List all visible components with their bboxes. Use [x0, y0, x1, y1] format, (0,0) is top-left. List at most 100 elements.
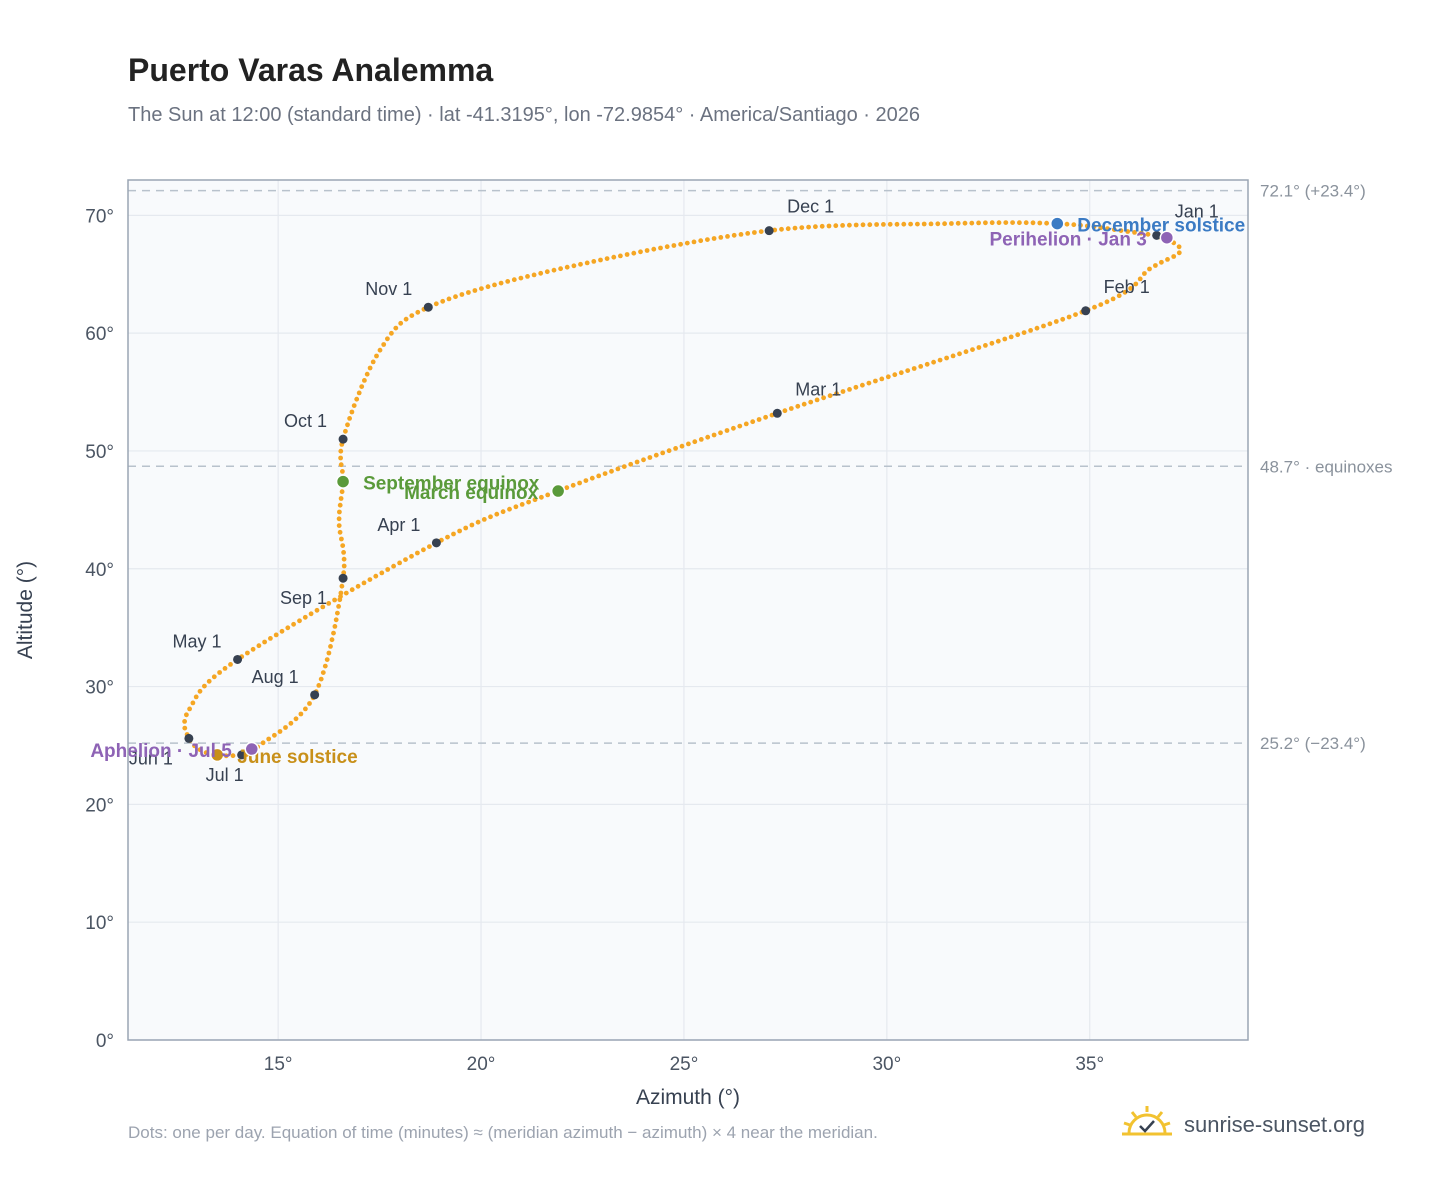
chart-title: Puerto Varas Analemma — [128, 52, 494, 88]
day-dot — [970, 347, 975, 352]
day-dot — [611, 254, 617, 260]
day-dot — [297, 618, 302, 624]
y-tick-label: 0° — [96, 1031, 114, 1052]
event-marker-label: March equinox — [404, 483, 539, 504]
day-dot — [362, 378, 367, 383]
month-marker-dot — [237, 750, 247, 760]
day-dot — [288, 720, 294, 726]
day-dot — [453, 294, 458, 300]
day-dot — [860, 222, 866, 228]
day-dot — [1071, 222, 1077, 228]
day-dot — [638, 249, 643, 255]
day-dot — [1133, 281, 1139, 287]
day-dot — [1060, 316, 1066, 322]
day-dot — [341, 556, 347, 562]
day-dot — [245, 650, 250, 656]
day-dot — [1092, 304, 1097, 310]
day-dot — [260, 740, 266, 746]
day-dot — [339, 489, 345, 495]
day-dot — [193, 694, 199, 700]
day-dot — [370, 359, 376, 365]
day-dot — [283, 725, 288, 730]
day-dot — [338, 455, 343, 461]
day-dot — [647, 455, 653, 460]
day-dot — [398, 320, 404, 326]
day-dot — [874, 222, 879, 227]
day-dot — [337, 597, 343, 603]
y-tick-label: 70° — [85, 206, 114, 227]
day-dot — [1017, 220, 1022, 226]
day-dot — [1159, 259, 1164, 265]
day-dot — [318, 676, 324, 682]
day-dot — [887, 221, 893, 227]
day-dot — [583, 478, 589, 483]
y-tick-label: 30° — [85, 678, 114, 699]
day-dot — [322, 663, 328, 669]
day-dot — [335, 610, 340, 616]
day-dot — [391, 563, 396, 569]
day-dot — [731, 232, 737, 238]
month-marker-label: May 1 — [173, 631, 222, 651]
day-dot — [1078, 222, 1083, 228]
day-dot — [834, 391, 839, 396]
day-dot — [957, 351, 962, 357]
day-dot — [320, 670, 326, 675]
reference-line-label: 48.7° · equinoxes — [1260, 457, 1393, 476]
day-dot — [466, 290, 471, 295]
day-dot — [983, 220, 988, 226]
day-dot — [821, 395, 826, 401]
day-dot — [801, 401, 807, 407]
y-axis-ticks: 0° 10° 20° 30° 40° 50° 60° 70° — [85, 206, 114, 1052]
day-dot — [481, 517, 487, 522]
day-dot — [1138, 230, 1144, 236]
day-dot — [532, 497, 538, 503]
day-dot — [472, 288, 478, 293]
day-dot — [379, 570, 385, 576]
day-dot — [332, 624, 338, 629]
day-dot — [203, 750, 209, 756]
chart-subtitle: The Sun at 12:00 (standard time) · lat -… — [128, 104, 921, 126]
day-dot — [367, 577, 373, 582]
day-dot — [389, 330, 394, 336]
day-dot — [421, 547, 426, 553]
brand[interactable]: sunrise-sunset.org — [1120, 1103, 1365, 1147]
day-dot — [498, 280, 504, 286]
day-dot — [684, 240, 690, 246]
day-dot — [678, 241, 683, 247]
day-dot — [187, 706, 193, 712]
day-dot — [338, 462, 344, 468]
day-dot — [339, 583, 345, 589]
day-dot — [531, 272, 537, 278]
day-dot — [847, 387, 852, 392]
x-tick-label: 15° — [264, 1054, 293, 1075]
day-dot — [206, 678, 212, 684]
day-dot — [731, 425, 736, 431]
day-dot — [860, 382, 865, 388]
day-dot — [853, 222, 859, 228]
day-dot — [589, 475, 595, 481]
day-dot — [1008, 334, 1014, 340]
day-dot — [894, 221, 900, 227]
day-dot — [885, 374, 891, 380]
day-dot — [928, 221, 934, 227]
day-dot — [847, 222, 852, 228]
day-dot — [525, 274, 530, 279]
day-dot — [591, 259, 597, 264]
day-dot — [963, 349, 969, 355]
day-dot — [853, 384, 859, 390]
day-dot — [743, 421, 749, 427]
day-dot — [763, 414, 768, 420]
y-tick-label: 60° — [85, 324, 114, 345]
day-dot — [1118, 228, 1124, 234]
day-dot — [459, 292, 465, 297]
day-dot — [995, 338, 1001, 344]
event-marker-dot — [335, 474, 351, 489]
day-dot — [892, 372, 898, 378]
day-dot — [190, 700, 196, 706]
month-marker-label: Jul 1 — [206, 765, 244, 785]
day-dot — [314, 607, 320, 613]
day-dot — [911, 366, 917, 371]
month-marker-label: Feb 1 — [1104, 277, 1150, 297]
day-dot — [539, 494, 544, 500]
day-dot — [564, 485, 570, 491]
